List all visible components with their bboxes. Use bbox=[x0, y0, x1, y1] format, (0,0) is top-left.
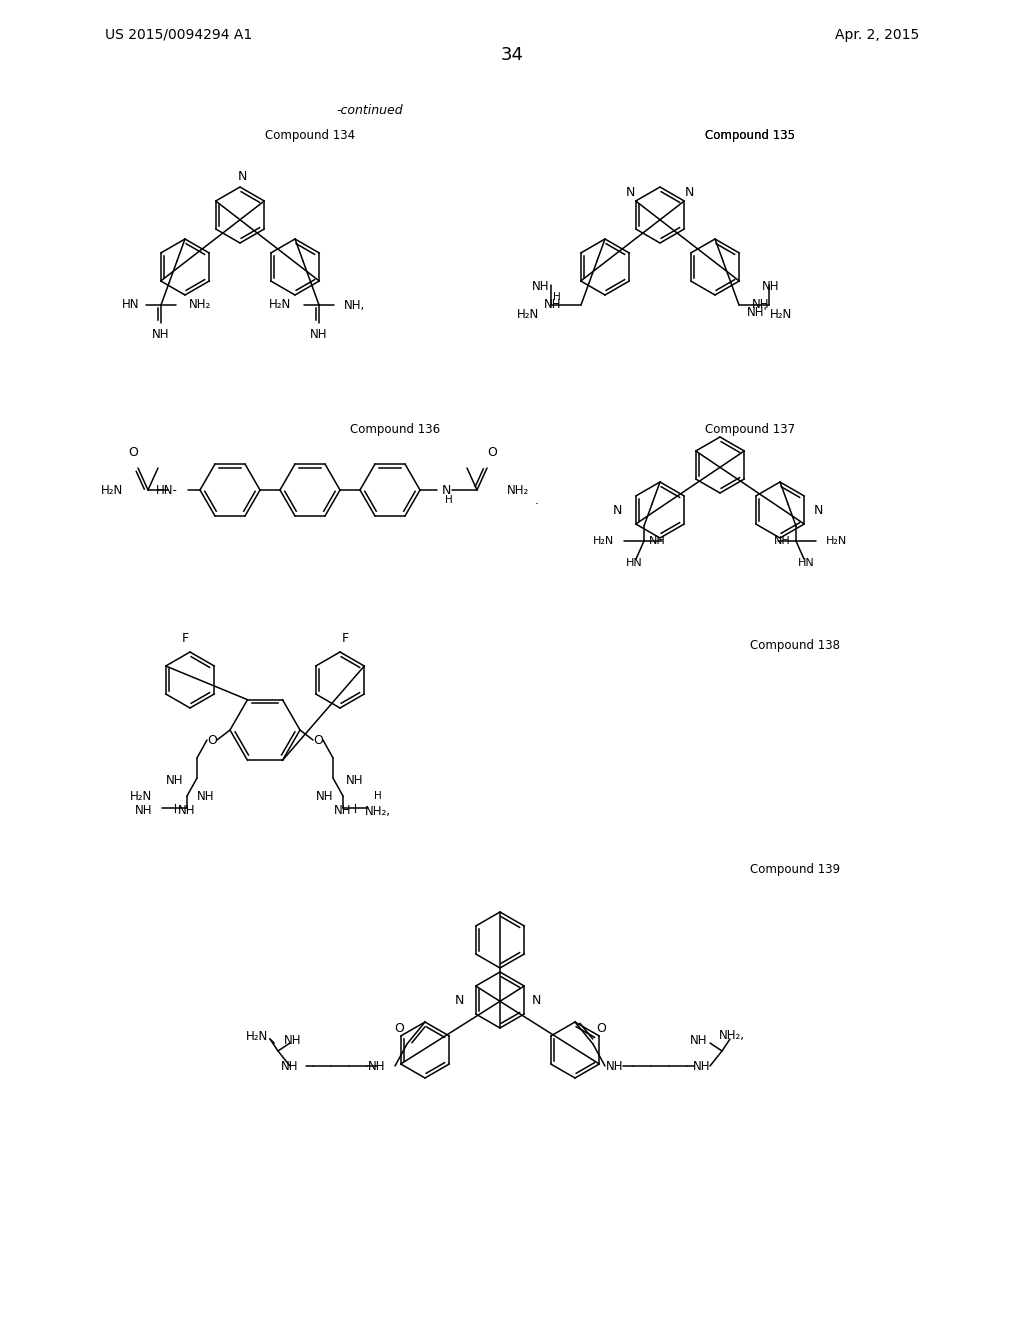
Text: N: N bbox=[626, 186, 636, 199]
Text: H: H bbox=[374, 791, 382, 801]
Text: H₂N: H₂N bbox=[593, 536, 614, 546]
Text: N: N bbox=[612, 503, 622, 516]
Text: H₂N: H₂N bbox=[268, 298, 291, 312]
Text: H₂N: H₂N bbox=[770, 309, 793, 322]
Text: NH: NH bbox=[334, 804, 352, 817]
Text: .: . bbox=[535, 494, 539, 507]
Text: 34: 34 bbox=[501, 46, 523, 63]
Text: H₂N: H₂N bbox=[246, 1030, 268, 1043]
Text: NH: NH bbox=[689, 1035, 707, 1048]
Text: HN: HN bbox=[798, 558, 814, 568]
Text: Compound 135: Compound 135 bbox=[705, 128, 795, 141]
Text: NH: NH bbox=[134, 804, 152, 817]
Text: O: O bbox=[487, 446, 497, 459]
Text: NH: NH bbox=[166, 775, 183, 788]
Text: O: O bbox=[128, 446, 138, 459]
Text: NH: NH bbox=[544, 298, 561, 312]
Text: NH: NH bbox=[178, 804, 196, 817]
Text: NH: NH bbox=[346, 775, 364, 788]
Text: NH: NH bbox=[315, 789, 333, 803]
Text: US 2015/0094294 A1: US 2015/0094294 A1 bbox=[105, 28, 252, 42]
Text: NH,: NH, bbox=[344, 298, 366, 312]
Text: HN: HN bbox=[122, 298, 139, 312]
Text: Compound 135: Compound 135 bbox=[705, 128, 795, 141]
Text: NH: NH bbox=[368, 1060, 385, 1072]
Text: O: O bbox=[596, 1023, 606, 1035]
Text: O: O bbox=[313, 734, 323, 747]
Text: NH: NH bbox=[310, 329, 328, 342]
Text: O: O bbox=[394, 1023, 403, 1035]
Text: NH₂: NH₂ bbox=[189, 298, 211, 312]
Text: N: N bbox=[455, 994, 464, 1006]
Text: N: N bbox=[813, 503, 822, 516]
Text: HN-: HN- bbox=[156, 483, 178, 496]
Text: NH: NH bbox=[606, 1060, 624, 1072]
Text: NH: NH bbox=[153, 329, 170, 342]
Text: NH: NH bbox=[753, 298, 770, 312]
Text: Compound 134: Compound 134 bbox=[265, 128, 355, 141]
Text: HN: HN bbox=[626, 558, 642, 568]
Text: NH: NH bbox=[197, 789, 214, 803]
Text: NH: NH bbox=[693, 1060, 711, 1072]
Text: Compound 138: Compound 138 bbox=[750, 639, 840, 652]
Text: Compound 139: Compound 139 bbox=[750, 863, 840, 876]
Text: H₂N: H₂N bbox=[826, 536, 847, 546]
Text: H: H bbox=[553, 292, 561, 302]
Text: N: N bbox=[238, 170, 247, 183]
Text: Compound 136: Compound 136 bbox=[350, 424, 440, 437]
Text: F: F bbox=[181, 631, 188, 644]
Text: -continued: -continued bbox=[337, 103, 403, 116]
Text: NH: NH bbox=[531, 281, 549, 293]
Text: H: H bbox=[445, 495, 453, 506]
Text: N: N bbox=[685, 186, 694, 199]
Text: N: N bbox=[531, 994, 541, 1006]
Text: F: F bbox=[341, 631, 348, 644]
Text: NH: NH bbox=[649, 536, 666, 546]
Text: NH: NH bbox=[285, 1035, 302, 1048]
Text: NH₂,: NH₂, bbox=[365, 804, 391, 817]
Text: N: N bbox=[442, 483, 452, 496]
Text: NH₂: NH₂ bbox=[507, 483, 529, 496]
Text: NH: NH bbox=[762, 281, 779, 293]
Text: H₂N: H₂N bbox=[130, 789, 152, 803]
Text: NH: NH bbox=[774, 536, 791, 546]
Text: H₂N: H₂N bbox=[100, 483, 123, 496]
Text: Apr. 2, 2015: Apr. 2, 2015 bbox=[835, 28, 919, 42]
Text: Compound 137: Compound 137 bbox=[705, 424, 795, 437]
Text: O: O bbox=[207, 734, 217, 747]
Text: H₂N: H₂N bbox=[517, 309, 539, 322]
Text: NH₂,: NH₂, bbox=[719, 1030, 745, 1043]
Text: NH: NH bbox=[281, 1060, 298, 1072]
Text: NH': NH' bbox=[746, 306, 767, 319]
